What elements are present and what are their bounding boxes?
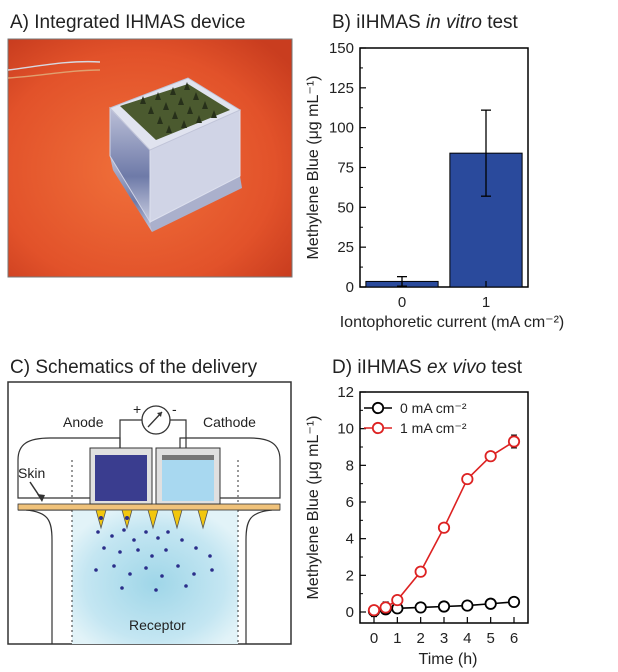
- x-tick-label: 2: [416, 630, 424, 647]
- panel-a: A) Integrated IHMAS device: [7, 12, 293, 278]
- panel-c-title: C) Schematics of the delivery: [10, 357, 258, 378]
- y-tick-label: 6: [346, 494, 354, 511]
- y-tick-label: 100: [329, 120, 354, 137]
- y-tick-label: 125: [329, 80, 354, 97]
- y-tick-label: 75: [337, 160, 354, 177]
- y-tick-label: 2: [346, 567, 354, 584]
- data-point: [367, 604, 381, 617]
- data-point: [414, 601, 427, 614]
- legend-marker: [371, 421, 385, 435]
- chart-b: 0 25 50 75 100 125 150 0 1 Iontophoretic current …: [305, 40, 564, 331]
- legend-label: 0 mA cm⁻²: [400, 400, 467, 416]
- data-point: [507, 595, 521, 609]
- x-tick-label: 1: [393, 630, 401, 647]
- skin-label: Skin: [18, 465, 45, 481]
- x-tick-label: 3: [440, 630, 448, 647]
- x-tick-label: 1: [482, 294, 490, 311]
- y-tick-label: 50: [337, 199, 354, 216]
- data-point: [437, 600, 451, 613]
- panel-b: B) iIHMAS in vitro test 0 25 50 75 100 125 150…: [305, 12, 564, 331]
- y-axis-label: Methylene Blue (μg mL⁻¹): [305, 76, 322, 260]
- x-tick-label: 4: [463, 630, 471, 647]
- y-tick-label: 10: [337, 421, 354, 438]
- anode-label: Anode: [63, 414, 104, 430]
- data-point: [379, 601, 392, 614]
- y-tick-label: 150: [329, 40, 354, 57]
- panel-b-title: B) iIHMAS in vitro test: [332, 12, 519, 33]
- data-point: [461, 472, 474, 486]
- data-point: [461, 599, 474, 612]
- data-point: [484, 450, 497, 463]
- y-tick-label: 8: [346, 457, 354, 474]
- device-photo: [7, 38, 293, 278]
- legend-label: 1 mA cm⁻²: [400, 420, 467, 436]
- minus-sign: -: [172, 401, 177, 417]
- y-tick-label: 25: [337, 239, 354, 256]
- y-tick-label: 12: [337, 384, 354, 401]
- data-point: [391, 593, 404, 607]
- x-tick-label: 0: [370, 630, 378, 647]
- x-tick-label: 5: [486, 630, 494, 647]
- panel-c: C) Schematics of the delivery + - Ano: [7, 357, 292, 645]
- x-tick-label: 6: [510, 630, 518, 647]
- data-point: [437, 521, 451, 534]
- x-axis-label: Iontophoretic current (mA cm⁻²): [340, 314, 565, 331]
- y-tick-label: 0: [346, 279, 354, 296]
- panel-a-title: A) Integrated IHMAS device: [10, 12, 246, 33]
- data-point: [484, 597, 497, 610]
- y-tick-label: 4: [346, 531, 354, 548]
- panel-d-title: D) iIHMAS ex vivo test: [332, 357, 523, 378]
- legend-marker: [371, 401, 385, 415]
- plus-sign: +: [133, 401, 141, 417]
- y-axis-label: Methylene Blue (μg mL⁻¹): [305, 416, 322, 600]
- x-tick-label: 0: [398, 294, 406, 311]
- data-point: [414, 565, 427, 578]
- data-point: [507, 435, 521, 448]
- y-tick-label: 0: [346, 604, 354, 621]
- delivery-schematic: + - Anode Cathode Skin Recept: [7, 381, 292, 645]
- receptor-label: Receptor: [129, 617, 186, 633]
- cathode-label: Cathode: [203, 414, 256, 430]
- x-axis-label: Time (h): [419, 651, 478, 668]
